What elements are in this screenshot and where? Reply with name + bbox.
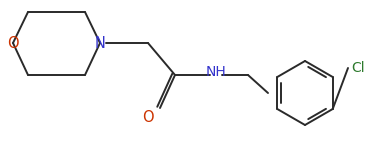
Text: NH: NH — [206, 65, 226, 79]
Text: N: N — [94, 36, 105, 50]
Text: Cl: Cl — [351, 61, 365, 75]
Text: O: O — [142, 110, 154, 126]
Text: O: O — [7, 36, 19, 50]
